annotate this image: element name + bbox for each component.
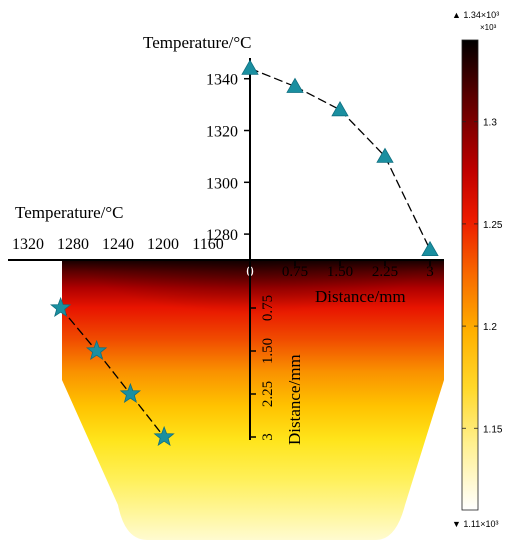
top-x-ticks: 00.751.502.253 <box>246 260 434 280</box>
star-marker <box>119 382 141 404</box>
bottom-series <box>50 296 175 447</box>
bottom-x-tick-label: 1320 <box>12 236 44 253</box>
bottom-series-segment <box>96 350 131 395</box>
top-y-tick-label: 1300 <box>206 175 238 192</box>
triangle-marker <box>286 77 304 93</box>
colorbar-min-label: ▼ 1.11×10³ <box>452 519 499 529</box>
bottom-x-axis-label: Temperature/°C <box>15 203 124 222</box>
temperature-field-shade <box>62 260 444 380</box>
top-series-segment <box>249 67 296 88</box>
bottom-x-tick-label: 1160 <box>192 236 223 253</box>
colorbar-ticks: 1.3 1.25 1.2 1.15 <box>462 118 503 435</box>
colorbar-tick-label: 1.2 <box>483 322 497 333</box>
bottom-series-segment <box>60 307 98 352</box>
top-x-tick-label: 3 <box>426 264 434 280</box>
colorbar <box>461 39 479 511</box>
top-y-axis-label: Temperature/°C <box>143 33 252 52</box>
triangle-marker <box>241 59 259 75</box>
bottom-x-ticks: 1320 1280 1240 1200 1160 <box>12 236 224 253</box>
colorbar-max-label: ▲ 1.34×10³ <box>452 10 499 20</box>
bottom-y-tick-label: 3 <box>260 433 276 441</box>
triangle-marker <box>376 147 394 163</box>
star-marker <box>50 296 72 318</box>
triangle-marker <box>331 100 349 117</box>
bottom-y-tick-label: 0.75 <box>260 295 276 321</box>
top-y-tick-label: 1280 <box>206 227 238 244</box>
triangle-marker <box>421 240 439 257</box>
top-y-tick-label: 1340 <box>206 72 238 89</box>
bottom-x-tick-label: 1240 <box>102 236 134 253</box>
colorbar-tick-label: 1.25 <box>483 220 503 231</box>
bottom-y-tick-label: 2.25 <box>260 381 276 407</box>
top-x-axis-label: Distance/mm <box>315 287 406 306</box>
colorbar-tick-label: 1.3 <box>483 118 497 129</box>
bottom-x-tick-label: 1200 <box>147 236 179 253</box>
top-x-tick-label: 1.50 <box>327 264 353 280</box>
colorbar-tick-label: 1.15 <box>483 424 503 435</box>
top-y-tick-label: 1320 <box>206 124 238 141</box>
star-marker <box>153 425 175 447</box>
top-y-ticks: 1340 1320 1300 1280 <box>206 72 250 244</box>
bottom-y-axis-label: Distance/mm <box>285 354 304 445</box>
top-series-segment <box>294 85 341 111</box>
bottom-y-ticks: 0.75 1.50 2.25 3 <box>250 295 276 441</box>
top-x-tick-label: 0.75 <box>282 264 308 280</box>
bottom-y-tick-label: 1.50 <box>260 338 276 364</box>
bottom-x-tick-label: 1280 <box>57 236 89 253</box>
star-marker <box>86 339 108 361</box>
colorbar-exponent-label: ×10³ <box>480 23 497 32</box>
bottom-series-segment <box>129 393 165 438</box>
top-series <box>241 59 439 257</box>
top-x-tick-label: 2.25 <box>372 264 398 280</box>
top-series-segment <box>384 156 431 250</box>
top-series-segment <box>339 109 386 157</box>
